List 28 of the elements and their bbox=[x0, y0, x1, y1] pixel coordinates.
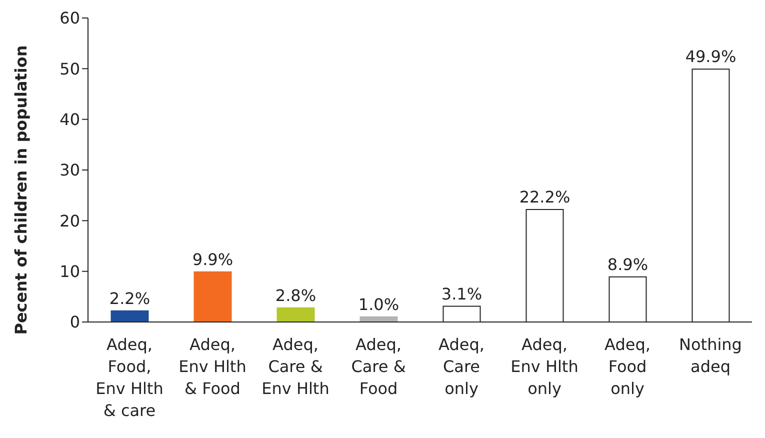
x-tick-label: Adeq, Food, Env Hlth & care bbox=[96, 335, 164, 420]
x-tick-label: Adeq, Care & Food bbox=[351, 335, 406, 398]
y-tick-label: 30 bbox=[60, 160, 80, 180]
data-label: 22.2% bbox=[519, 188, 570, 207]
y-axis-title: Pecent of children in population bbox=[12, 45, 31, 335]
data-label: 8.9% bbox=[607, 254, 648, 274]
x-tick-label: Nothing adeq bbox=[679, 335, 742, 376]
y-tick-label: 0 bbox=[70, 312, 80, 332]
x-tick-label: Adeq, Env Hlth only bbox=[510, 335, 578, 398]
y-tick-label: 50 bbox=[60, 59, 80, 78]
data-label: 1.0% bbox=[358, 294, 400, 314]
data-label: 2.8% bbox=[275, 286, 316, 305]
bar bbox=[360, 316, 398, 322]
data-label: 9.9% bbox=[192, 250, 234, 269]
y-tick-label: 10 bbox=[60, 262, 80, 282]
bar bbox=[110, 310, 149, 322]
x-tick-label: Adeq, Env Hlth & Food bbox=[178, 335, 246, 398]
data-label: 49.9% bbox=[685, 47, 736, 66]
bar bbox=[276, 307, 315, 322]
y-tick-label: 20 bbox=[60, 211, 80, 230]
data-label: 2.2% bbox=[109, 288, 150, 308]
bar bbox=[194, 271, 232, 322]
data-label: 3.1% bbox=[441, 284, 482, 304]
x-tick-label: Adeq, Care & Env Hlth bbox=[262, 335, 330, 398]
y-tick-label: 40 bbox=[60, 110, 80, 130]
x-tick-label: Adeq, Food only bbox=[604, 335, 650, 398]
x-tick-label: Adeq, Care only bbox=[438, 335, 484, 398]
y-tick-label: 60 bbox=[60, 8, 80, 28]
